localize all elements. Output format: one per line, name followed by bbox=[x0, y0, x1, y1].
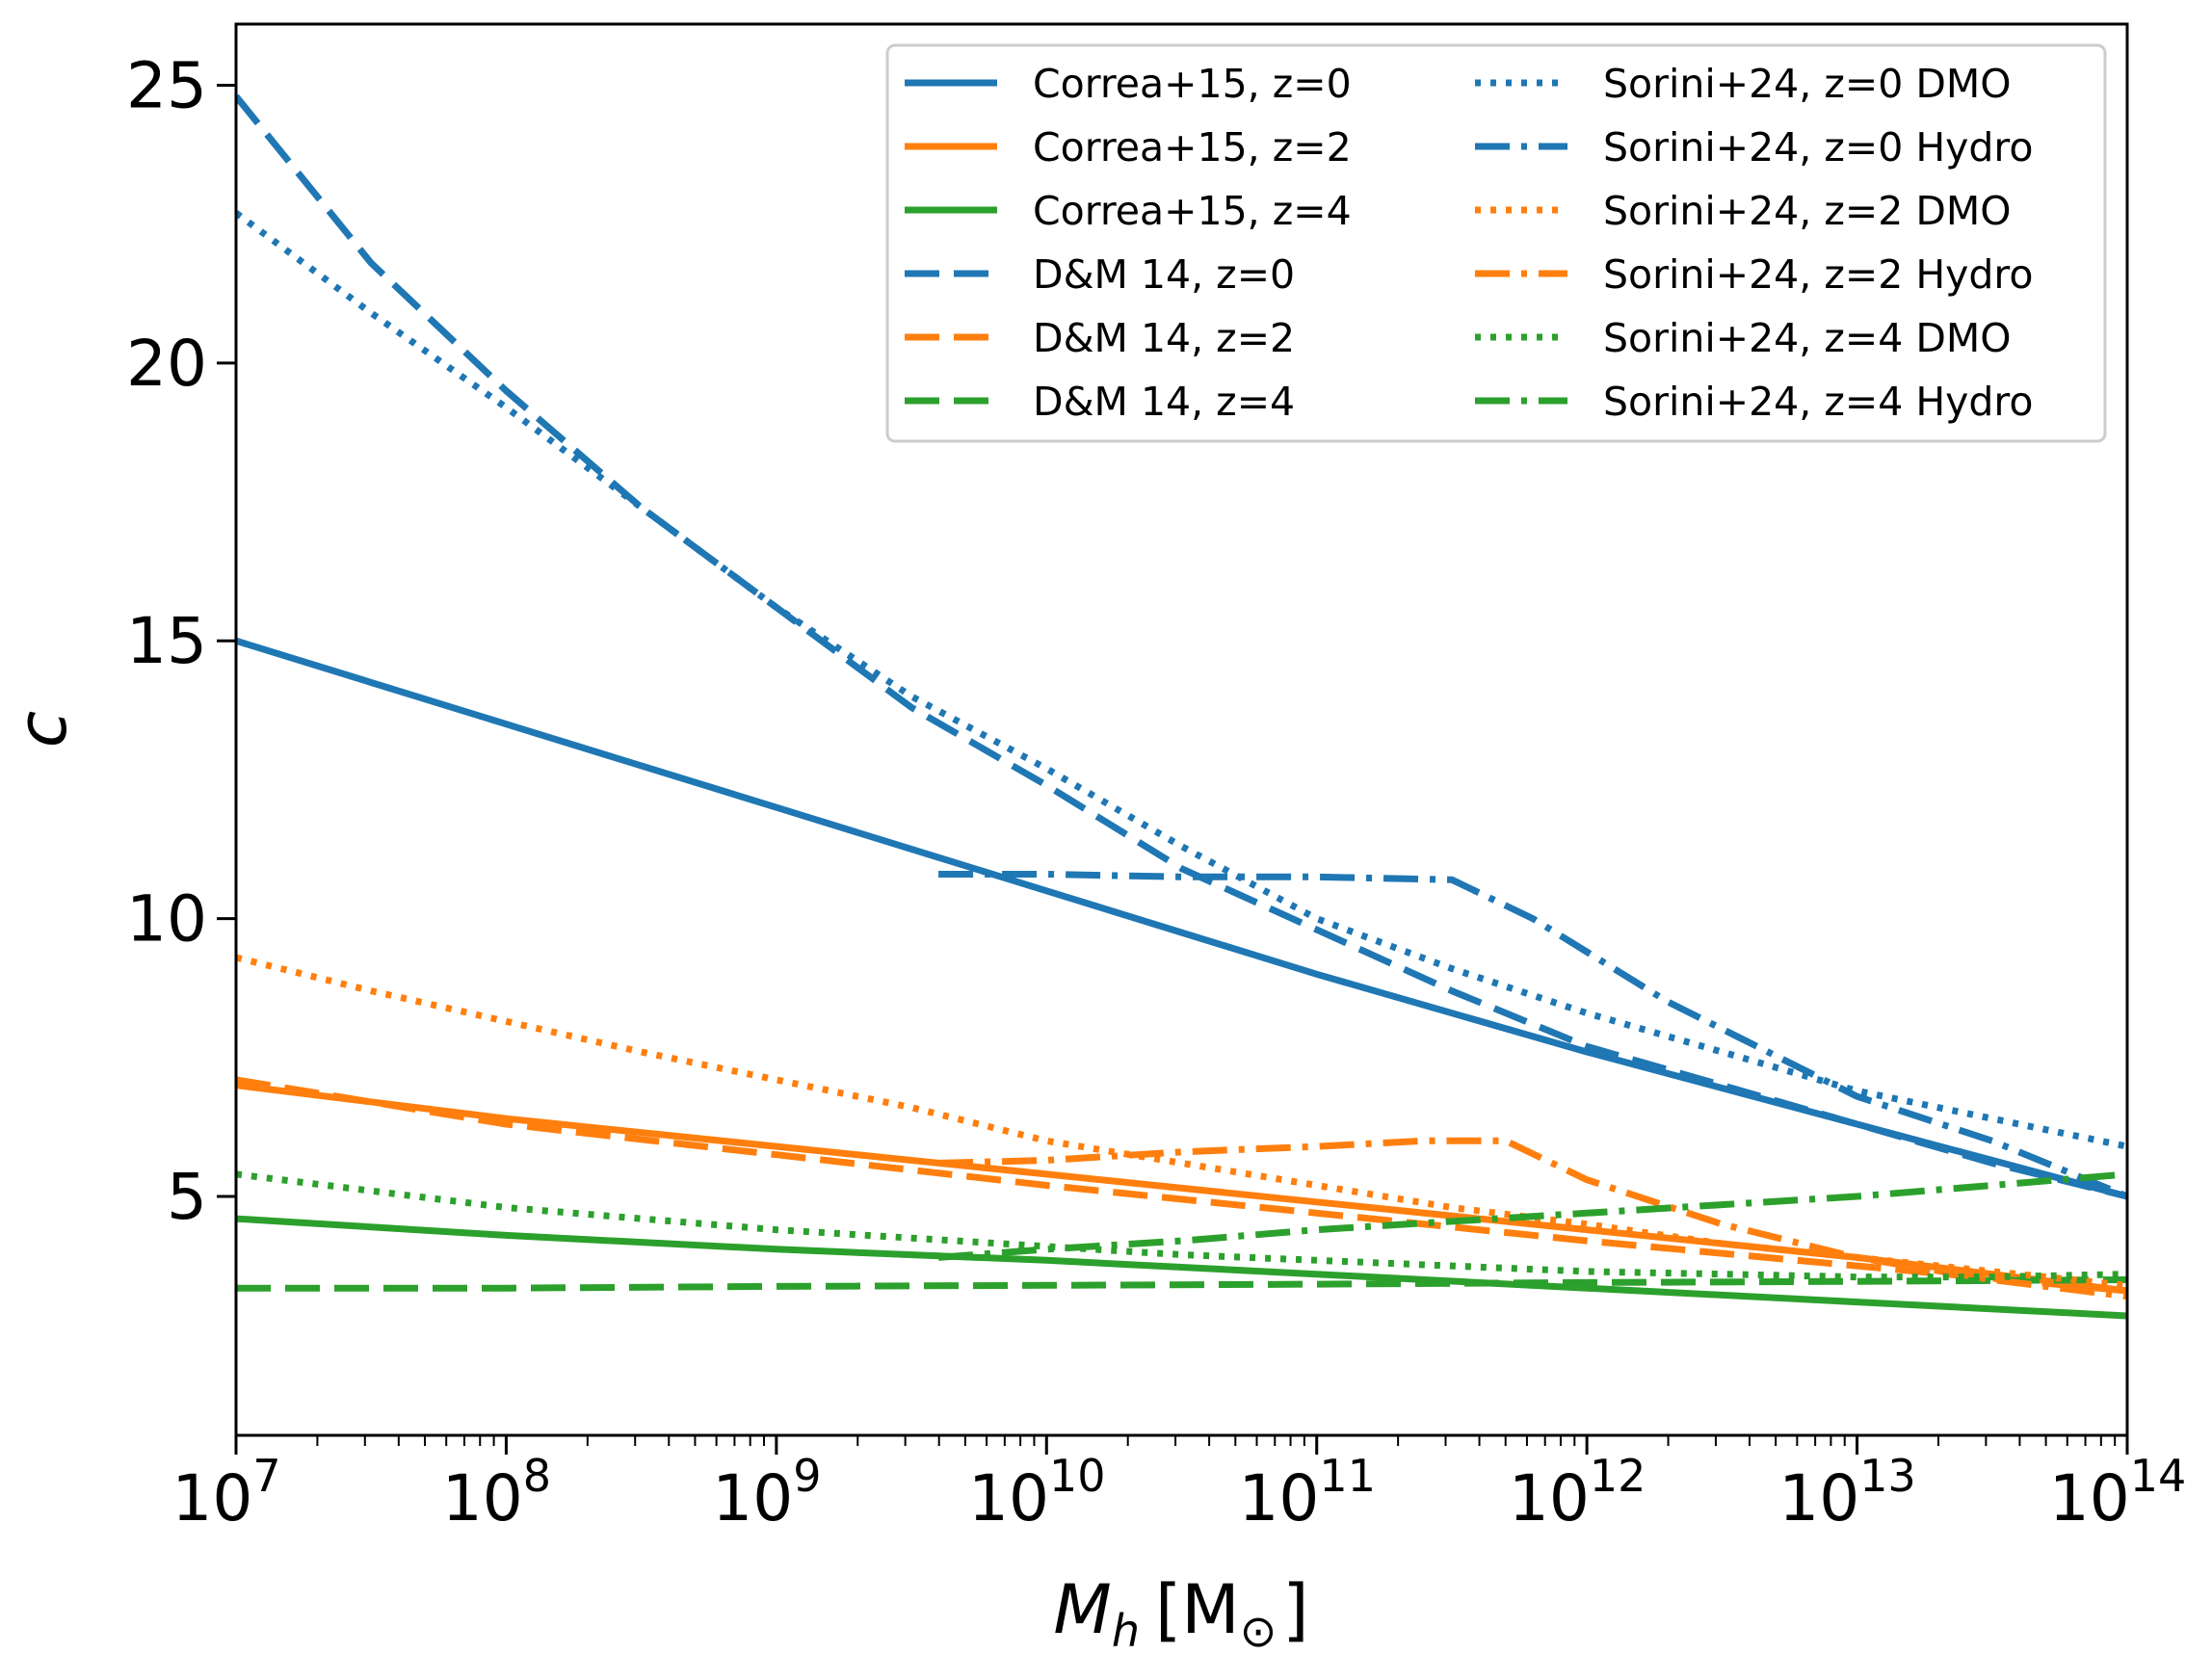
legend-label: D&M 14, z=4 bbox=[1033, 379, 1295, 425]
x-tick-label-exponent: 14 bbox=[2130, 1450, 2187, 1502]
x-tick-label-exponent: 12 bbox=[1590, 1450, 1646, 1502]
x-tick-label-base: 10 bbox=[442, 1461, 523, 1536]
x-tick-label-exponent: 7 bbox=[252, 1450, 280, 1502]
legend-entry-correa-15-z-2: Correa+15, z=2 bbox=[905, 124, 1352, 171]
x-axis-label-subscript: h bbox=[1112, 1605, 1140, 1654]
x-axis-label-unit: [M bbox=[1155, 1570, 1240, 1649]
y-axis: 5 10 15 20 25 bbox=[126, 48, 236, 1234]
legend-entry-sorini-24-z-0-hydro: Sorini+24, z=0 Hydro bbox=[1475, 124, 2033, 171]
legend-label: D&M 14, z=0 bbox=[1033, 251, 1295, 298]
y-tick-label: 10 bbox=[126, 882, 207, 957]
x-axis-label-unit-close: ] bbox=[1282, 1570, 1308, 1649]
legend-entry-sorini-24-z-2-dmo: Sorini+24, z=2 DMO bbox=[1475, 188, 2012, 234]
legend-entry-sorini-24-z-0-dmo: Sorini+24, z=0 DMO bbox=[1475, 61, 2012, 107]
series-line-sorini-24-z-2-dmo bbox=[236, 954, 2127, 1289]
legend-entry-dandm-14-z-0: D&M 14, z=0 bbox=[905, 251, 1295, 298]
legend-entry-correa-15-z-4: Correa+15, z=4 bbox=[905, 188, 1352, 234]
legend-entry-correa-15-z-0: Correa+15, z=0 bbox=[905, 61, 1352, 107]
x-tick-label-exponent: 9 bbox=[793, 1450, 821, 1502]
x-tick-label: 107 bbox=[171, 1450, 280, 1536]
y-tick-label: 20 bbox=[126, 327, 207, 401]
legend-entry-sorini-24-z-4-dmo: Sorini+24, z=4 DMO bbox=[1475, 315, 2012, 361]
legend-entry-dandm-14-z-4: D&M 14, z=4 bbox=[905, 379, 1295, 425]
y-tick-label: 5 bbox=[167, 1160, 207, 1234]
legend-box bbox=[885, 43, 2107, 443]
series-line-sorini-24-z-2-hydro bbox=[938, 1137, 2127, 1300]
legend-label: Correa+15, z=4 bbox=[1033, 188, 1352, 234]
x-axis-label-symbol: M bbox=[1053, 1570, 1111, 1649]
series-line-sorini-24-z-0-dmo bbox=[236, 210, 2127, 1150]
x-tick-label-base: 10 bbox=[1778, 1461, 1859, 1536]
legend-label: Sorini+24, z=2 DMO bbox=[1603, 188, 2012, 234]
x-tick-label: 1012 bbox=[1509, 1450, 1646, 1536]
x-axis: 107 108 109 1010 1011 1012 1013 1014 bbox=[171, 1435, 2186, 1536]
legend-label: Correa+15, z=2 bbox=[1033, 124, 1352, 171]
legend-label: Sorini+24, z=2 Hydro bbox=[1603, 251, 2033, 298]
legend-entry-dandm-14-z-2: D&M 14, z=2 bbox=[905, 315, 1295, 361]
x-tick-label-exponent: 13 bbox=[1859, 1450, 1916, 1502]
x-tick-label-base: 10 bbox=[2049, 1461, 2130, 1536]
legend-entry-sorini-24-z-4-hydro: Sorini+24, z=4 Hydro bbox=[1475, 379, 2033, 425]
y-axis-label: c bbox=[3, 711, 82, 748]
x-axis-label-unit-subscript: ⊙ bbox=[1240, 1605, 1277, 1654]
series-line-correa-15-z-4 bbox=[236, 1215, 2127, 1320]
plot-area-frame bbox=[234, 22, 2129, 1437]
legend: Correa+15, z=0 Correa+15, z=2 Correa+15, z… bbox=[885, 43, 2107, 443]
x-tick-label: 1013 bbox=[1778, 1450, 1916, 1536]
series-line-dandm-14-z-0 bbox=[236, 93, 2127, 1200]
series-layer bbox=[236, 93, 2127, 1320]
legend-label: Sorini+24, z=0 DMO bbox=[1603, 61, 2012, 107]
x-tick-label: 1011 bbox=[1238, 1450, 1376, 1536]
x-tick-label-base: 10 bbox=[1238, 1461, 1319, 1536]
legend-label: Correa+15, z=0 bbox=[1033, 61, 1352, 107]
x-tick-label-base: 10 bbox=[1509, 1461, 1590, 1536]
x-tick-label-base: 10 bbox=[712, 1461, 793, 1536]
y-tick-label: 15 bbox=[126, 604, 207, 678]
series-line-dandm-14-z-2 bbox=[236, 1076, 2127, 1295]
x-tick-label: 1014 bbox=[2049, 1450, 2187, 1536]
legend-label: Sorini+24, z=4 DMO bbox=[1603, 315, 2012, 361]
series-line-sorini-24-z-0-hydro bbox=[938, 871, 2127, 1200]
x-tick-label-base: 10 bbox=[171, 1461, 252, 1536]
series-line-sorini-24-z-4-hydro bbox=[937, 1170, 2127, 1261]
x-tick-label-exponent: 11 bbox=[1319, 1450, 1376, 1502]
x-tick-label-exponent: 8 bbox=[523, 1450, 551, 1502]
legend-label: Sorini+24, z=0 Hydro bbox=[1603, 124, 2033, 171]
legend-label: Sorini+24, z=4 Hydro bbox=[1603, 379, 2033, 425]
y-tick-label: 25 bbox=[126, 48, 207, 122]
x-tick-label-exponent: 10 bbox=[1049, 1450, 1106, 1502]
x-tick-label: 1010 bbox=[968, 1450, 1106, 1536]
series-line-dandm-14-z-4 bbox=[236, 1276, 2127, 1292]
x-tick-label-base: 10 bbox=[968, 1461, 1049, 1536]
x-tick-label: 108 bbox=[442, 1450, 551, 1536]
x-axis-label: Mh [M⊙] bbox=[1053, 1570, 1308, 1654]
legend-label: D&M 14, z=2 bbox=[1033, 315, 1295, 361]
legend-entry-sorini-24-z-2-hydro: Sorini+24, z=2 Hydro bbox=[1475, 251, 2033, 298]
x-tick-label: 109 bbox=[712, 1450, 821, 1536]
series-line-correa-15-z-0 bbox=[236, 637, 2127, 1200]
